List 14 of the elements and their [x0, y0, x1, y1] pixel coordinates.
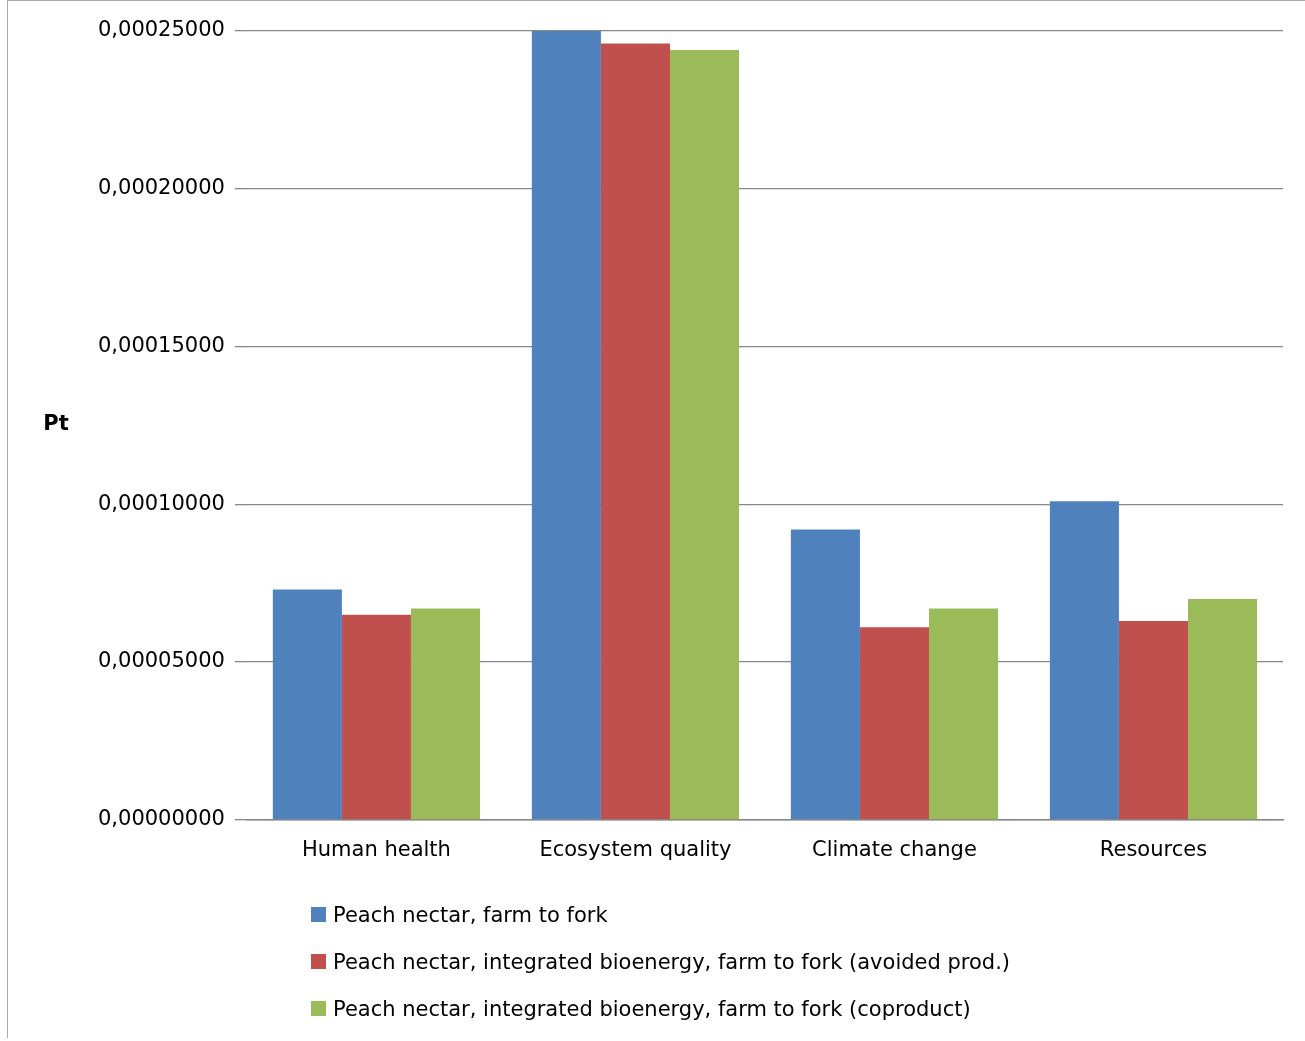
y-tick-label: 0,00010000: [97, 490, 225, 515]
x-tick-label: Climate change: [812, 836, 977, 861]
y-tick-label: 0,00000000: [97, 806, 225, 831]
x-tick-label: Ecosystem quality: [539, 836, 732, 861]
y-tick-label: 0,00025000: [97, 17, 225, 42]
y-tick-label: 0,00005000: [97, 648, 225, 673]
y-tick-label: 0,00020000: [97, 175, 225, 200]
x-tick-label: Human health: [301, 836, 451, 861]
legend-label: Peach nectar, farm to fork: [333, 902, 608, 927]
y-tick-label: 0,00015000: [97, 332, 225, 357]
legend-label: Peach nectar, integrated bioenergy, farm to fork (avoided prod.): [333, 949, 1011, 974]
x-tick-label: Resources: [1099, 836, 1208, 861]
legend-label: Peach nectar, integrated bioenergy, farm to fork (coproduct): [333, 996, 971, 1021]
y-axis-title: Pt: [43, 410, 69, 435]
